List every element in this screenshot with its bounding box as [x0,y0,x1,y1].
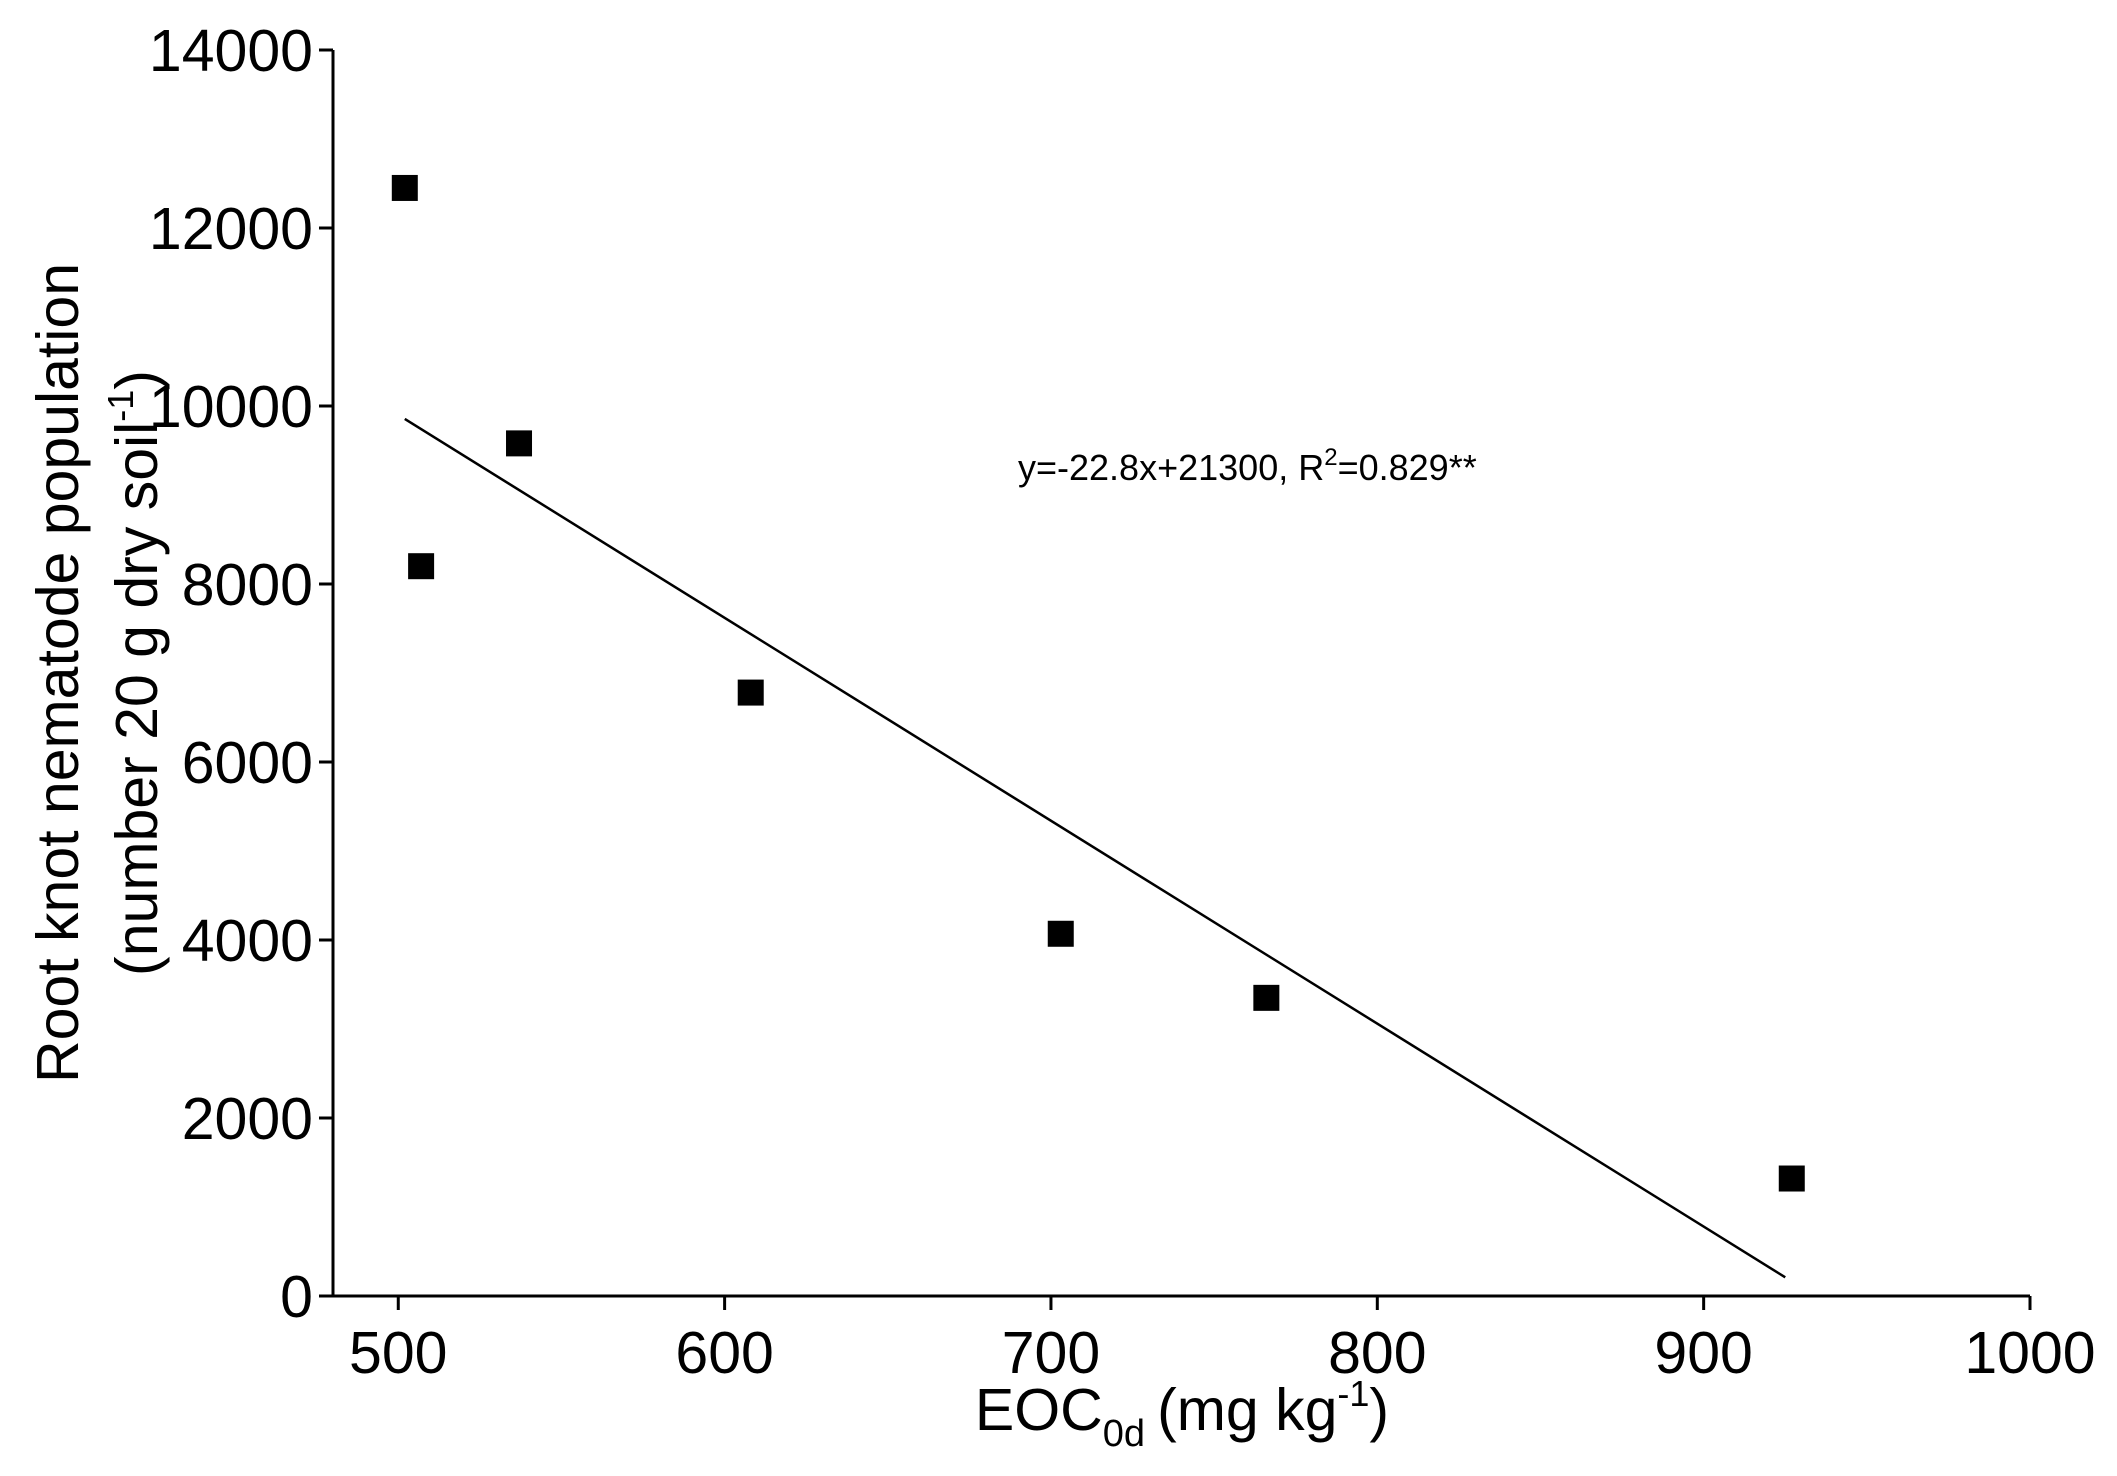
y-tick-label: 10000 [149,374,313,440]
data-point [391,174,418,201]
data-point [1778,1165,1805,1192]
x-tick-label: 800 [1328,1320,1426,1386]
trendline-group [404,417,1786,1279]
x-tick-label: 700 [1002,1320,1100,1386]
x-tick-label: 500 [349,1320,447,1386]
x-axis-title: EOC0d (mg kg-1) [975,1373,1389,1455]
x-tick-label: 600 [675,1320,773,1386]
y-axis-title-line1: Root knot nematode population [25,263,91,1083]
y-tick-label: 14000 [149,18,313,84]
x-tick-label: 1000 [1964,1320,2095,1386]
y-tick-label: 12000 [149,196,313,262]
data-point [1047,920,1074,947]
regression-equation: y=-22.8x+21300, R2=0.829** [1018,444,1477,488]
trendline [404,417,1786,1279]
y-axis-ticks: 0 2000 4000 6000 8000 10000 12000 14000 [149,18,333,1330]
y-tick-label: 0 [280,1264,313,1330]
x-tick-label: 900 [1654,1320,1752,1386]
plot-frame [331,50,2030,1298]
data-point [408,553,435,580]
data-point [1253,984,1280,1011]
y-tick-label: 8000 [182,552,313,618]
y-axis-title-line2: (number 20 g dry soil-1) [100,370,170,976]
x-axis-ticks: 500 600 700 800 900 1000 [349,1296,2096,1386]
y-tick-label: 2000 [182,1086,313,1152]
data-point [737,679,764,706]
y-tick-label: 4000 [182,908,313,974]
data-points [391,174,1805,1192]
y-tick-label: 6000 [182,730,313,796]
data-point [506,430,533,457]
